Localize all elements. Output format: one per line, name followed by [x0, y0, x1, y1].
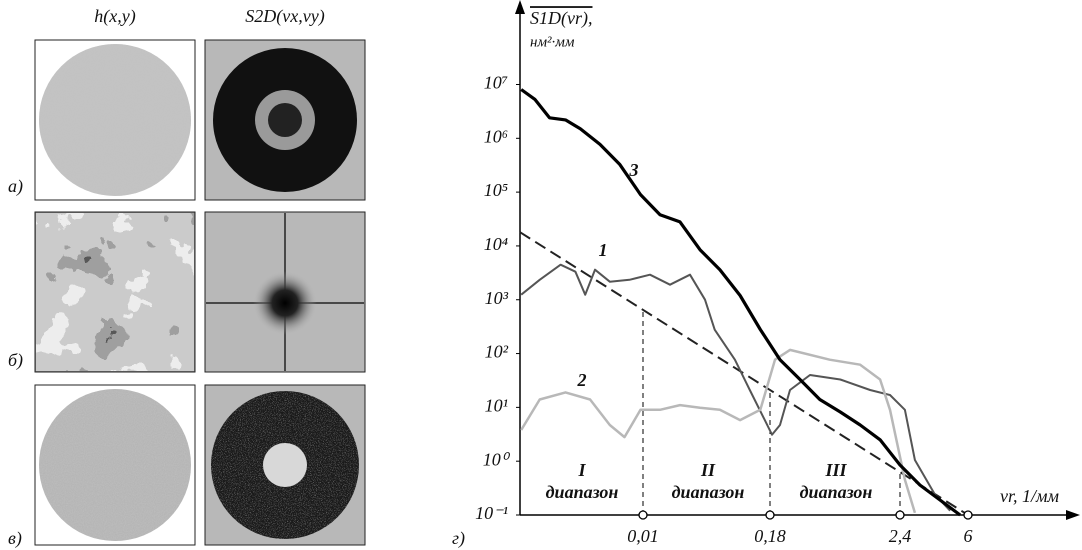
row-label: б) — [8, 350, 23, 371]
range-label: диапазон — [800, 482, 873, 502]
x-axis-label: νr, 1/мм — [1000, 486, 1059, 506]
range-label: диапазон — [546, 482, 619, 502]
y-tick-label: 10¹ — [485, 395, 508, 415]
trend-line — [520, 232, 968, 515]
image-panels: h(x,y) S2D(νx,νy) а) б) в) — [8, 6, 365, 549]
figure: h(x,y) S2D(νx,νy) а) б) в) S1D(νr), нм²·… — [0, 0, 1082, 550]
center — [263, 443, 307, 487]
x-tick — [639, 511, 647, 519]
y-axis-unit: нм²·мм — [530, 34, 575, 50]
range-numeral: III — [824, 460, 847, 480]
series-line — [521, 90, 960, 516]
y-tick-label: 10⁶ — [484, 126, 508, 146]
y-tick-label: 10⁰ — [483, 449, 511, 469]
x-tick — [896, 511, 904, 519]
x-tick — [964, 511, 972, 519]
row-label: а) — [8, 176, 23, 197]
y-tick-label: 10² — [485, 342, 509, 362]
y-axis-label: S1D(νr), — [530, 8, 592, 29]
texture — [36, 213, 194, 371]
series-label: 3 — [629, 160, 639, 180]
x-tick — [766, 511, 774, 519]
y-tick-label: 10³ — [485, 288, 509, 308]
texture — [39, 389, 191, 541]
column-header: S2D(νx,νy) — [245, 6, 324, 27]
y-tick-label: 10⁻¹ — [475, 503, 508, 523]
texture — [39, 44, 191, 196]
blob — [253, 271, 317, 335]
x-tick-label: 0,18 — [754, 526, 786, 546]
column-header: h(x,y) — [94, 6, 135, 27]
x-tick-label: 0,01 — [627, 526, 659, 546]
axis-arrow — [515, 0, 525, 14]
y-tick-label: 10⁵ — [484, 180, 508, 200]
row-label: в) — [8, 528, 22, 549]
range-label: диапазон — [672, 482, 745, 502]
ring-center — [268, 103, 302, 137]
axis-arrow — [1066, 510, 1080, 520]
x-tick-label: 6 — [964, 526, 973, 546]
y-tick-label: 10⁴ — [484, 234, 508, 254]
y-tick-label: 10⁷ — [484, 73, 508, 93]
range-numeral: I — [577, 460, 586, 480]
series-label: 1 — [599, 240, 608, 260]
panel-label: г) — [452, 528, 465, 549]
chart: S1D(νr), нм²·мм νr, 1/мм г) 10⁻¹10⁰10¹10… — [452, 0, 1080, 549]
range-numeral: II — [700, 460, 716, 480]
series-label: 2 — [577, 370, 587, 390]
x-tick-label: 2,4 — [889, 526, 912, 546]
